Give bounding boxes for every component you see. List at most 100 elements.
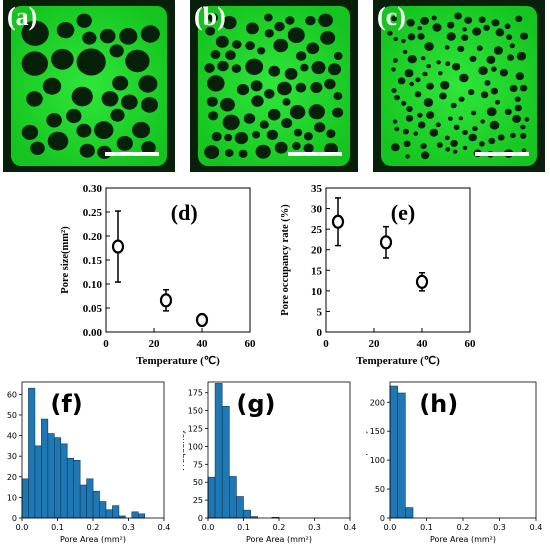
pore [318,13,333,27]
y-axis-label: Frequency [366,429,368,471]
y-tick-label: 75 [193,460,203,469]
pore [462,130,468,135]
pore [116,136,133,151]
pore [510,132,516,139]
pore [295,82,307,93]
histogram-bar [112,505,120,519]
pore [232,40,242,49]
x-axis-label: Pore Area (mm²) [246,535,312,544]
x-tick-label: 0.3 [308,523,321,532]
pore [332,107,344,118]
pore [311,61,326,75]
data-point [331,214,345,229]
x-tick-label: 40 [417,338,429,350]
pore [76,48,106,76]
y-tick-label: 25 [311,224,323,236]
pore [264,89,275,99]
plot-frame [389,381,537,519]
histogram-bar [66,457,74,519]
pore [444,45,450,50]
histogram-g: 0 25 50 75 100 125 150 175 0.0 0.1 0.2 0.3 0.4 Pore A… [177,378,363,546]
pore [489,120,500,130]
pore [306,42,320,55]
x-axis-label: Temperature (℃) [136,355,220,367]
x-tick-label: 60 [465,338,477,350]
pore [42,77,62,95]
histogram-bar [405,507,414,519]
pore [468,89,475,96]
pore [420,143,427,150]
pore [462,27,467,32]
pore [66,108,82,124]
pore [495,28,505,37]
histogram-bar [236,496,244,519]
pore [468,133,477,142]
pore [453,124,460,130]
y-tick-label: 15 [311,265,323,277]
pore [285,16,295,25]
pore [406,106,413,112]
pore [488,137,496,145]
pore [110,108,125,122]
pore [480,91,489,99]
pore [424,42,434,51]
x-tick-label: 0.2 [273,523,286,532]
y-tick-label: 0.15 [83,255,103,267]
pore [404,69,414,78]
pore [445,61,451,66]
pore [402,49,408,55]
pore [333,92,343,101]
y-tick-label: 100 [188,442,203,451]
data-point [111,239,125,254]
pore [293,128,303,137]
micrograph-b: (b) [190,0,358,172]
pore [509,43,515,49]
pore [320,31,336,45]
pore [231,64,242,73]
pore [439,92,447,100]
y-tick-label: 0.05 [83,303,103,315]
y-tick-label: 30 [311,204,323,216]
pore [289,105,306,120]
pore [26,91,43,107]
pore [486,107,497,117]
pore [426,111,435,119]
x-tick-label: 0.0 [16,523,29,532]
pore [326,129,336,138]
pore [21,20,49,46]
pore [438,71,443,76]
pore [51,48,74,70]
pore [486,55,496,64]
pore [101,91,119,107]
pore [76,13,92,28]
x-tick-label: 0.4 [158,523,171,532]
pore [211,132,222,142]
histogram-bar [389,385,398,519]
histogram-bar [207,476,216,519]
pore [520,132,527,139]
y-tick-label: 0 [317,327,323,339]
pore [274,141,288,154]
pore [264,29,274,38]
pore [210,50,221,59]
pore [524,117,530,122]
pore [392,58,398,63]
x-tick-label: 0.4 [344,523,357,532]
pore [252,131,261,139]
x-tick-label: 0.0 [202,523,215,532]
pore [448,116,453,121]
pore [397,77,406,85]
pore [432,23,442,32]
x-tick-label: 60 [245,338,257,350]
pore [403,140,411,147]
pore [447,21,455,29]
pore [429,128,439,137]
data-point [379,235,393,250]
pore [236,84,250,96]
pore [491,19,500,27]
pore [205,26,216,36]
pore [141,97,158,113]
pore [284,68,298,80]
histogram-bar [137,513,146,519]
scale-bar [105,152,159,156]
